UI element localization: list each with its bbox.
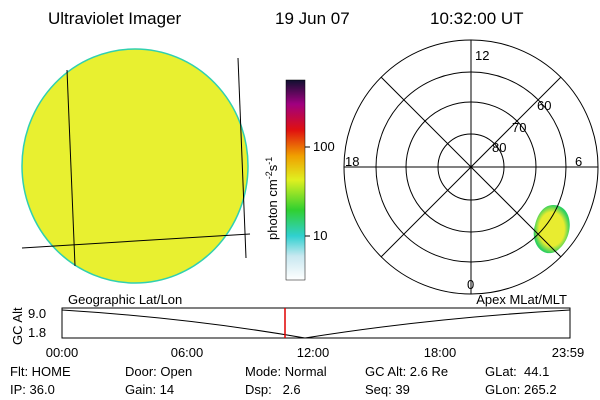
status-field: Dsp: 2.6 bbox=[245, 382, 301, 397]
mlt-label: 6 bbox=[575, 154, 582, 169]
status-field: GLon: 265.2 bbox=[485, 382, 557, 397]
mlt-label: 12 bbox=[475, 48, 489, 63]
orbit-label: Apex MLat/MLT bbox=[476, 292, 567, 307]
colorbar-tick: 10 bbox=[313, 228, 327, 243]
lat-label: 80 bbox=[492, 140, 506, 155]
x-tick: 06:00 bbox=[171, 345, 204, 360]
status-field: Seq: 39 bbox=[365, 382, 410, 397]
y-tick: 9.0 bbox=[28, 306, 46, 321]
colorbar-label: photon cm-2s-1 bbox=[264, 157, 280, 240]
x-tick: 23:59 bbox=[552, 345, 585, 360]
mlt-label: 18 bbox=[345, 154, 359, 169]
x-tick: 12:00 bbox=[297, 345, 330, 360]
polar-plot bbox=[343, 39, 599, 295]
status-field: Mode: Normal bbox=[245, 364, 327, 379]
status: Flt: HOME Door: Open Mode: Normal GC Alt: 2… bbox=[10, 364, 557, 397]
date: 19 Jun 07 bbox=[275, 9, 350, 28]
x-tick: 18:00 bbox=[424, 345, 457, 360]
orbit-label: Geographic Lat/Lon bbox=[68, 292, 182, 307]
lat-label: 70 bbox=[512, 120, 526, 135]
colorbar-tick: 100 bbox=[313, 139, 335, 154]
status-field: Gain: 14 bbox=[125, 382, 174, 397]
title: Ultraviolet Imager bbox=[48, 9, 182, 28]
y-tick: 1.8 bbox=[28, 325, 46, 340]
orbit-plot bbox=[61, 307, 571, 339]
mlt-label: 0 bbox=[467, 277, 474, 292]
y-label: GC Alt bbox=[10, 307, 25, 345]
status-field: Door: Open bbox=[125, 364, 192, 379]
uv-image bbox=[21, 48, 251, 284]
status-field: GC Alt: 2.6 Re bbox=[365, 364, 448, 379]
lat-label: 60 bbox=[537, 98, 551, 113]
status-field: Flt: HOME bbox=[10, 364, 71, 379]
x-tick: 00:00 bbox=[46, 345, 79, 360]
status-field: IP: 36.0 bbox=[10, 382, 55, 397]
time: 10:32:00 UT bbox=[430, 9, 524, 28]
colorbar bbox=[285, 79, 306, 281]
status-field: GLat: 44.1 bbox=[485, 364, 549, 379]
